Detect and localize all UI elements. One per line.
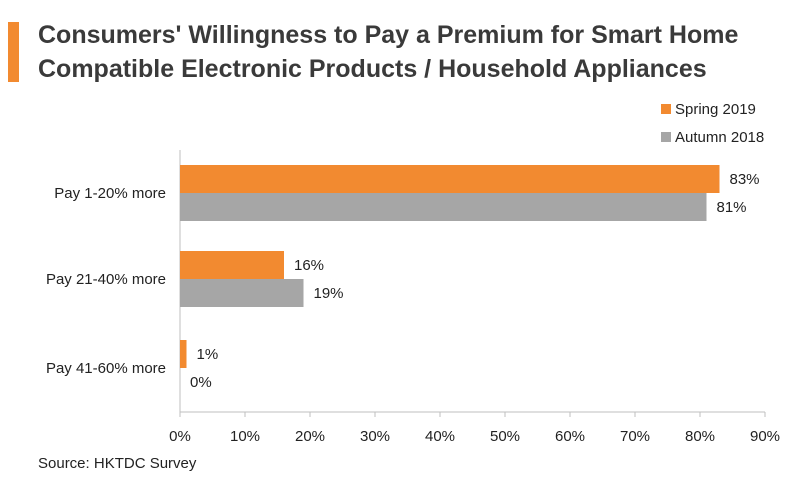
source-note: Source: HKTDC Survey bbox=[38, 455, 197, 472]
bar bbox=[180, 165, 720, 193]
x-tick-label: 40% bbox=[425, 428, 455, 445]
x-tick-label: 20% bbox=[295, 428, 325, 445]
data-label: 19% bbox=[314, 285, 344, 302]
x-tick-label: 30% bbox=[360, 428, 390, 445]
chart-title-line-2: Compatible Electronic Products / Househo… bbox=[38, 55, 707, 83]
legend-swatch-spring-2019 bbox=[661, 104, 671, 114]
category-label: Pay 41-60% more bbox=[46, 360, 166, 377]
x-tick-label: 10% bbox=[230, 428, 260, 445]
legend-label-spring-2019: Spring 2019 bbox=[675, 100, 756, 118]
data-label: 83% bbox=[730, 171, 760, 188]
x-tick-label: 90% bbox=[750, 428, 780, 445]
data-label: 1% bbox=[197, 346, 219, 363]
x-tick-label: 50% bbox=[490, 428, 520, 445]
category-label: Pay 1-20% more bbox=[54, 185, 166, 202]
x-tick-label: 0% bbox=[169, 428, 191, 445]
bar bbox=[180, 251, 284, 279]
bar bbox=[180, 279, 304, 307]
legend-swatch-autumn-2018 bbox=[661, 132, 671, 142]
chart-legend: Spring 2019 Autumn 2018 bbox=[661, 95, 764, 151]
legend-item-spring-2019: Spring 2019 bbox=[661, 95, 764, 123]
x-tick-label: 60% bbox=[555, 428, 585, 445]
x-tick-label: 70% bbox=[620, 428, 650, 445]
bar bbox=[180, 193, 707, 221]
title-accent-bar bbox=[8, 22, 19, 82]
x-tick-label: 80% bbox=[685, 428, 715, 445]
data-label: 0% bbox=[190, 374, 212, 391]
data-label: 81% bbox=[717, 199, 747, 216]
bar bbox=[180, 340, 187, 368]
legend-label-autumn-2018: Autumn 2018 bbox=[675, 128, 765, 146]
chart-title-line-1: Consumers' Willingness to Pay a Premium … bbox=[38, 21, 739, 49]
data-label: 16% bbox=[294, 257, 324, 274]
chart-title: Consumers' Willingness to Pay a Premium … bbox=[38, 18, 788, 86]
legend-item-autumn-2018: Autumn 2018 bbox=[661, 123, 764, 151]
category-label: Pay 21-40% more bbox=[46, 271, 166, 288]
